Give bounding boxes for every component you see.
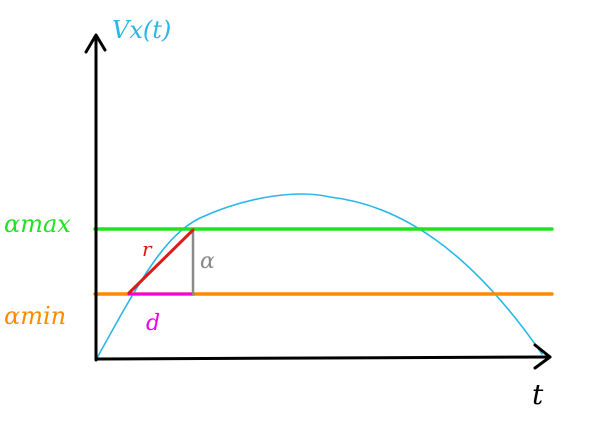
- triangle-hypotenuse: [127, 228, 195, 295]
- x-axis-arrowhead: [533, 343, 552, 370]
- alpha-max-label: αmax: [4, 210, 71, 238]
- y-axis-label: Vx(t): [112, 16, 171, 44]
- vertical-side-label: α: [200, 249, 215, 274]
- y-axis-arrowhead: [84, 33, 107, 54]
- hypotenuse-label: r: [142, 237, 153, 261]
- velocity-curve: [96, 193, 543, 359]
- horizontal-side-label: d: [146, 311, 160, 336]
- alpha-min-label: αmin: [4, 302, 66, 330]
- x-axis: [94, 355, 552, 361]
- x-axis-label: t: [532, 378, 544, 411]
